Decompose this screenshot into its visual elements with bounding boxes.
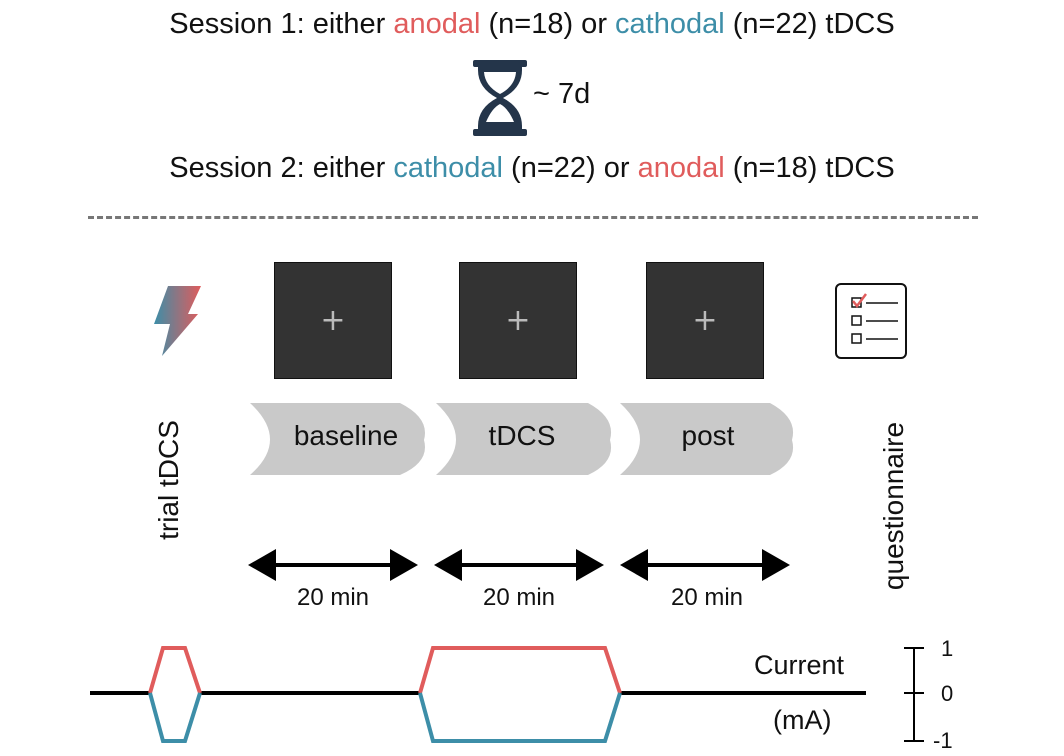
hourglass-icon [473, 60, 527, 136]
waveform-anodal-stim [418, 646, 622, 694]
session-1-second-condition: cathodal [615, 8, 725, 40]
phase-label-post: post [681, 420, 735, 451]
checklist-icon [835, 283, 907, 359]
duration-arrow-tdcs [434, 549, 604, 581]
current-tick-zero: 0 [941, 681, 954, 706]
duration-arrows [248, 549, 790, 581]
duration-label-baseline: 20 min [296, 584, 370, 611]
duration-label-tdcs: 20 min [482, 584, 556, 611]
phase-chevrons [250, 403, 794, 475]
session-2-prefix: Session 2: either [169, 152, 394, 184]
phase-label-tdcs: tDCS [488, 420, 556, 451]
phase-chevron-tdcs [436, 403, 612, 475]
current-scale [904, 647, 924, 742]
session-1-first-n: (n=18) or [480, 8, 616, 40]
phase-label-baseline: baseline [293, 420, 399, 451]
session-2-second-n: (n=18) tDCS [724, 152, 895, 184]
duration-label-post: 20 min [670, 584, 744, 611]
waveform-anodal-trial [148, 646, 202, 694]
waveform-cathodal-stim [418, 692, 622, 743]
fixation-screen-baseline: + [274, 262, 392, 379]
session-2-first-n: (n=22) or [503, 152, 638, 184]
fixation-cross-icon: + [320, 303, 346, 338]
current-label: Current [754, 650, 845, 680]
fixation-screen-tdcs: + [459, 262, 577, 379]
fixation-screen-post: + [646, 262, 764, 379]
current-unit-label: (mA) [773, 705, 832, 735]
current-tick-min: -1 [933, 728, 953, 753]
waveform-cathodal-trial [148, 692, 202, 743]
questionnaire-label: questionnaire [878, 421, 909, 591]
wait-interval-label: ~ 7d [533, 78, 591, 110]
session-1-heading: Session 1: either anodal (n=18) or catho… [0, 8, 1064, 41]
phase-chevron-post [620, 403, 794, 475]
fixation-cross-icon: + [692, 303, 718, 338]
lightning-icon [154, 286, 201, 356]
current-waveform [90, 646, 866, 743]
session-2-first-condition: cathodal [393, 152, 503, 184]
duration-arrow-post [620, 549, 790, 581]
session-1-second-n: (n=22) tDCS [724, 8, 895, 40]
session-divider [88, 216, 978, 219]
current-tick-max: 1 [941, 636, 954, 661]
trial-tdcs-label: trial tDCS [153, 420, 184, 540]
session-2-heading: Session 2: either cathodal (n=22) or ano… [0, 152, 1064, 185]
session-1-prefix: Session 1: either [169, 8, 394, 40]
session-1-first-condition: anodal [393, 8, 481, 40]
session-2-second-condition: anodal [637, 152, 725, 184]
phase-chevron-baseline [250, 403, 425, 475]
fixation-cross-icon: + [505, 303, 531, 338]
duration-arrow-baseline [248, 549, 418, 581]
